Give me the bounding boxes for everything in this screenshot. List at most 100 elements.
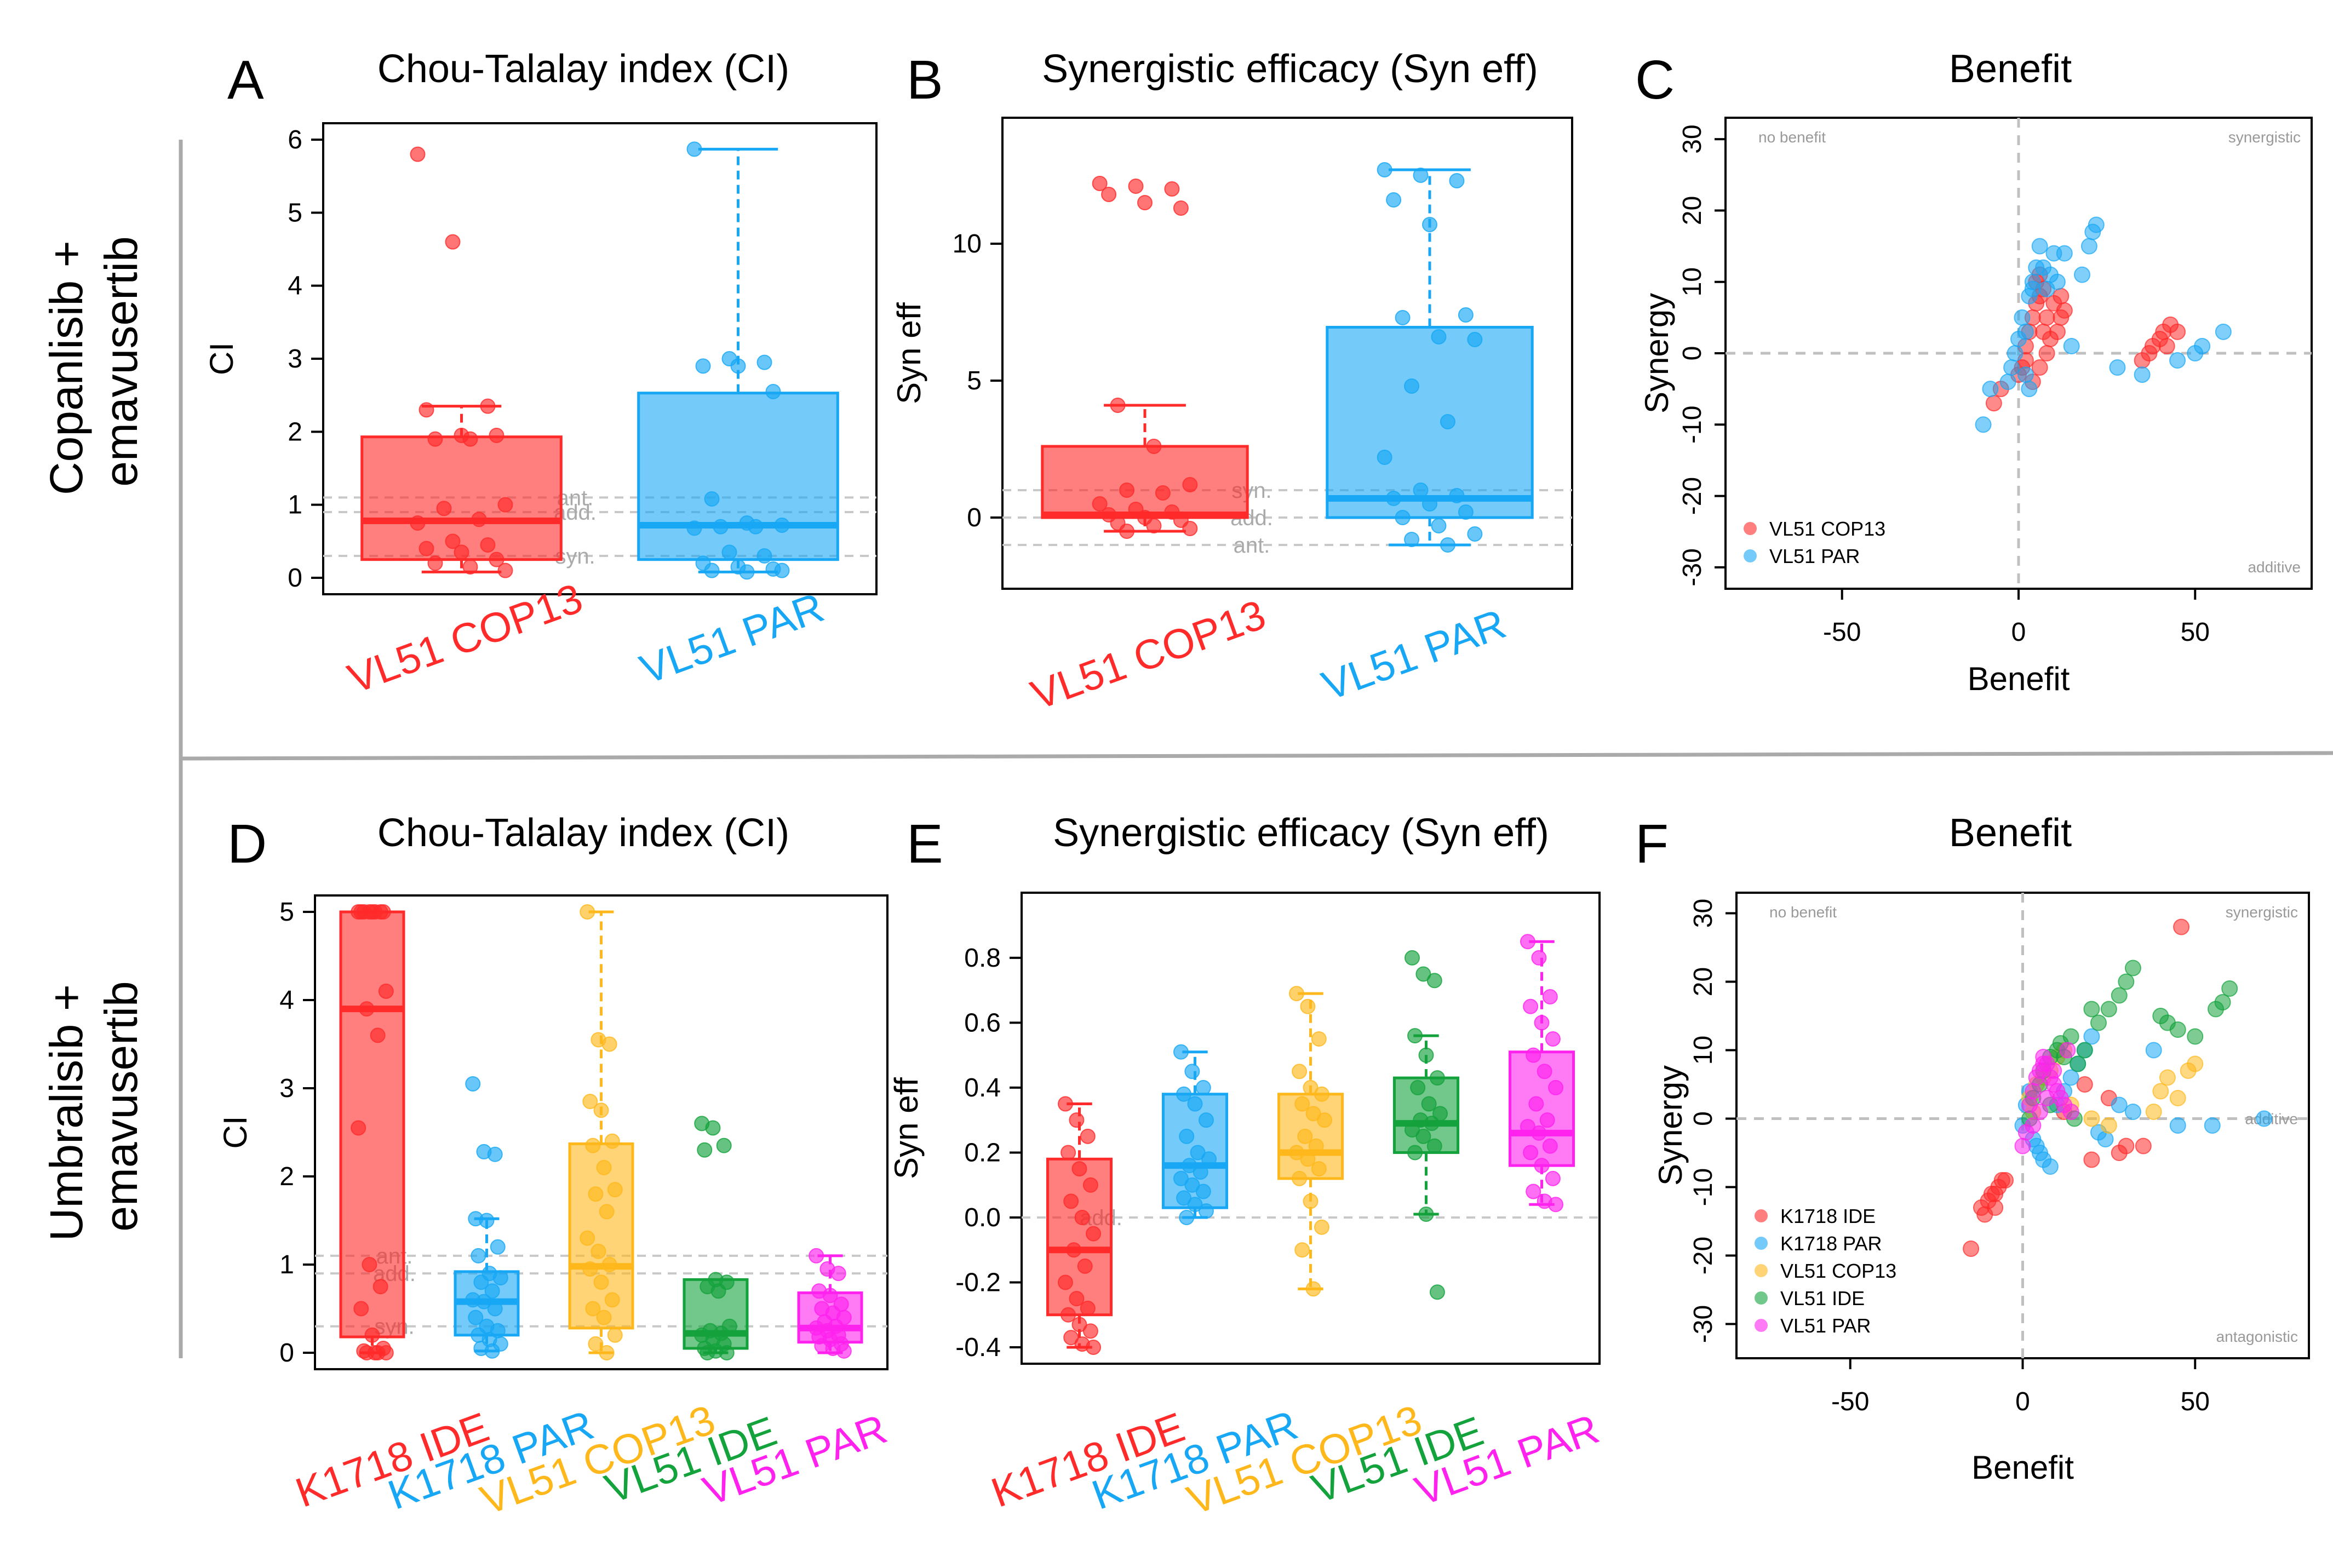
panel-b-vl51-cop13-point-5 — [1173, 200, 1189, 216]
panel-b-vl51-cop13-box — [1041, 445, 1249, 519]
panel-e-ytick-label-3: 0.2 — [964, 1138, 1001, 1167]
panel-d-ytick-label-0: 0 — [279, 1339, 294, 1368]
panel-f-vl51-par-point-17 — [2045, 1062, 2062, 1079]
panel-c-vl51-par-point-28 — [2194, 337, 2211, 354]
panel-d-vl51-cop13-point-3 — [582, 1094, 598, 1110]
panel-f-ytick-label-4: 10 — [1689, 1036, 1718, 1065]
panel-d-vl51-cop13-point-17 — [585, 1301, 601, 1317]
panel-e-vl51-par-point-15 — [1534, 1158, 1550, 1174]
panel-e-vl51-par-point-12 — [1531, 1125, 1547, 1141]
panel-b-ytick-label-0: 0 — [967, 503, 982, 532]
panel-a-letter: A — [227, 49, 264, 111]
panel-d-k1718-ide-point-15 — [364, 1327, 380, 1343]
panel-a-vl51-cop13-point-17 — [427, 555, 443, 571]
panel-c-vl51-par-point-16 — [2049, 273, 2066, 290]
panel-b-vl51-par-point-12 — [1413, 483, 1429, 498]
panel-e-k1718-ide-point-7 — [1074, 1209, 1090, 1225]
panel-e-vl51-par-point-7 — [1537, 1064, 1552, 1079]
panel-a-vl51-par-point-10 — [748, 519, 764, 535]
panel-c-corner-additive: additive — [2248, 559, 2301, 576]
panel-f-title: Benefit — [1949, 811, 2072, 855]
panel-a-vl51-cop13-point-9 — [436, 501, 452, 516]
panel-b-vl51-cop13-point-11 — [1092, 496, 1108, 512]
panel-f-k1718-par-point-12 — [2083, 1028, 2100, 1045]
panel-a-vl51-par-point-0 — [686, 141, 702, 157]
panel-e-k1718-ide-point-1 — [1069, 1112, 1085, 1128]
panel-b-vl51-par-point-0 — [1377, 162, 1392, 177]
panel-e-vl51-ide-point-13 — [1426, 1138, 1442, 1154]
panel-f-k1718-par-point-9 — [2062, 1069, 2079, 1086]
panel-e-vl51-par-point-4 — [1534, 1015, 1550, 1031]
panel-a-ytick-label-2: 2 — [288, 417, 302, 446]
panel-d-k1718-ide-point-10 — [370, 1027, 386, 1043]
panel-e-k1718-ide-point-4 — [1071, 1161, 1087, 1177]
panel-f-legend-k1718-ide-swatch — [1755, 1209, 1768, 1222]
panel-d-k1718-ide-point-7 — [367, 904, 383, 920]
panel-e-vl51-cop13-point-17 — [1294, 1242, 1310, 1258]
panel-c-legend-vl51-par-label: VL51 PAR — [1769, 545, 1860, 567]
panel-e-ytick-label-6: 0.8 — [964, 944, 1001, 973]
panel-c-vl51-par-point-2 — [1999, 374, 2016, 390]
panel-e-k1718-ide-point-10 — [1077, 1258, 1093, 1274]
panel-e-title: Synergistic efficacy (Syn eff) — [1053, 811, 1549, 855]
panel-b-ytick-label-2: 10 — [953, 229, 982, 259]
panel-b-frame — [1001, 117, 1573, 590]
panel-d-k1718-par-point-14 — [468, 1309, 484, 1325]
panel-f-vl51-cop13-point-13 — [2169, 1090, 2186, 1106]
panel-f-k1718-par-point-19 — [2204, 1117, 2221, 1134]
panel-d-vl51-par-point-0 — [809, 1248, 824, 1263]
panel-d-vl51-cop13-point-19 — [607, 1327, 623, 1343]
panel-c-vl51-cop13-point-12 — [2053, 288, 2070, 305]
panel-f-xtick-label-2: 50 — [2181, 1387, 2210, 1416]
panel-f-letter: F — [1635, 813, 1669, 875]
panel-f-k1718-par-point-14 — [2097, 1131, 2114, 1147]
panel-f-ytick-label-2: -10 — [1689, 1168, 1718, 1206]
panel-b-letter: B — [907, 49, 943, 111]
panel-f-k1718-ide-point-10 — [2173, 918, 2190, 935]
panel-c-corner-no-benefit: no benefit — [1758, 129, 1826, 146]
panel-b-vl51-cop13-point-1 — [1128, 179, 1144, 194]
panel-b-vl51-par-point-5 — [1458, 307, 1474, 323]
panel-d-k1718-par-point-2 — [487, 1146, 503, 1162]
panel-e-vl51-cop13-point-0 — [1288, 986, 1304, 1002]
panel-d-vl51-cop13-point-15 — [593, 1274, 609, 1290]
panel-f-vl51-par-point-19 — [2059, 1042, 2076, 1059]
panel-d-vl51-cop13-point-6 — [585, 1138, 601, 1153]
panel-e-k1718-ide-point-6 — [1063, 1193, 1079, 1209]
panel-c-vl51-cop13-point-30 — [2169, 323, 2186, 340]
panel-d-k1718-ide-point-13 — [372, 1279, 388, 1295]
panel-f-xtick-label-0: -50 — [1831, 1387, 1869, 1416]
panel-e-k1718-par-point-0 — [1173, 1044, 1189, 1060]
panel-f-vl51-cop13-point-9 — [2152, 1083, 2169, 1100]
panel-b-vl51-cop13-point-7 — [1146, 439, 1162, 454]
panel-c-vl51-par-point-6 — [2014, 309, 2031, 326]
panel-d-vl51-cop13-point-13 — [601, 1257, 617, 1272]
panel-e-vl51-cop13-point-15 — [1303, 1193, 1319, 1209]
panel-e-vl51-par-point-1 — [1531, 950, 1547, 966]
panel-d-vl51-cop13-point-12 — [591, 1243, 606, 1259]
panel-e-k1718-ide-point-11 — [1057, 1274, 1073, 1290]
panel-a-ytick-label-0: 0 — [288, 564, 302, 593]
panel-b-vl51-par-point-2 — [1449, 173, 1465, 188]
panel-a-vl51-par-point-11 — [686, 520, 702, 536]
panel-d-k1718-ide-point-12 — [362, 1257, 377, 1272]
panel-e-vl51-cop13-point-12 — [1300, 1151, 1316, 1167]
panel-d-vl51-cop13-point-8 — [607, 1182, 623, 1198]
panel-d-ytick-label-5: 5 — [279, 898, 294, 927]
panel-c-vl51-par-point-0 — [1975, 416, 1992, 433]
panel-e-k1718-par-point-5 — [1198, 1112, 1214, 1128]
panel-a-vl51-cop13-point-7 — [462, 431, 478, 447]
panel-e-frame — [1021, 892, 1601, 1365]
panel-b-vl51-cop13-point-10 — [1155, 485, 1171, 501]
panel-f-corner-no-benefit: no benefit — [1769, 904, 1837, 921]
panel-d-vl51-par-point-19 — [836, 1343, 852, 1359]
panel-e-k1718-ide-point-12 — [1069, 1291, 1085, 1307]
panel-f-vl51-cop13-point-14 — [2145, 1104, 2162, 1120]
panel-f-vl51-par-point-15 — [2031, 1104, 2048, 1120]
panel-e-k1718-ide-point-2 — [1080, 1128, 1096, 1144]
panel-e-k1718-par-point-3 — [1176, 1086, 1192, 1102]
panel-f-xtick-label-1: 0 — [2015, 1387, 2030, 1416]
panel-e-letter: E — [907, 813, 943, 875]
